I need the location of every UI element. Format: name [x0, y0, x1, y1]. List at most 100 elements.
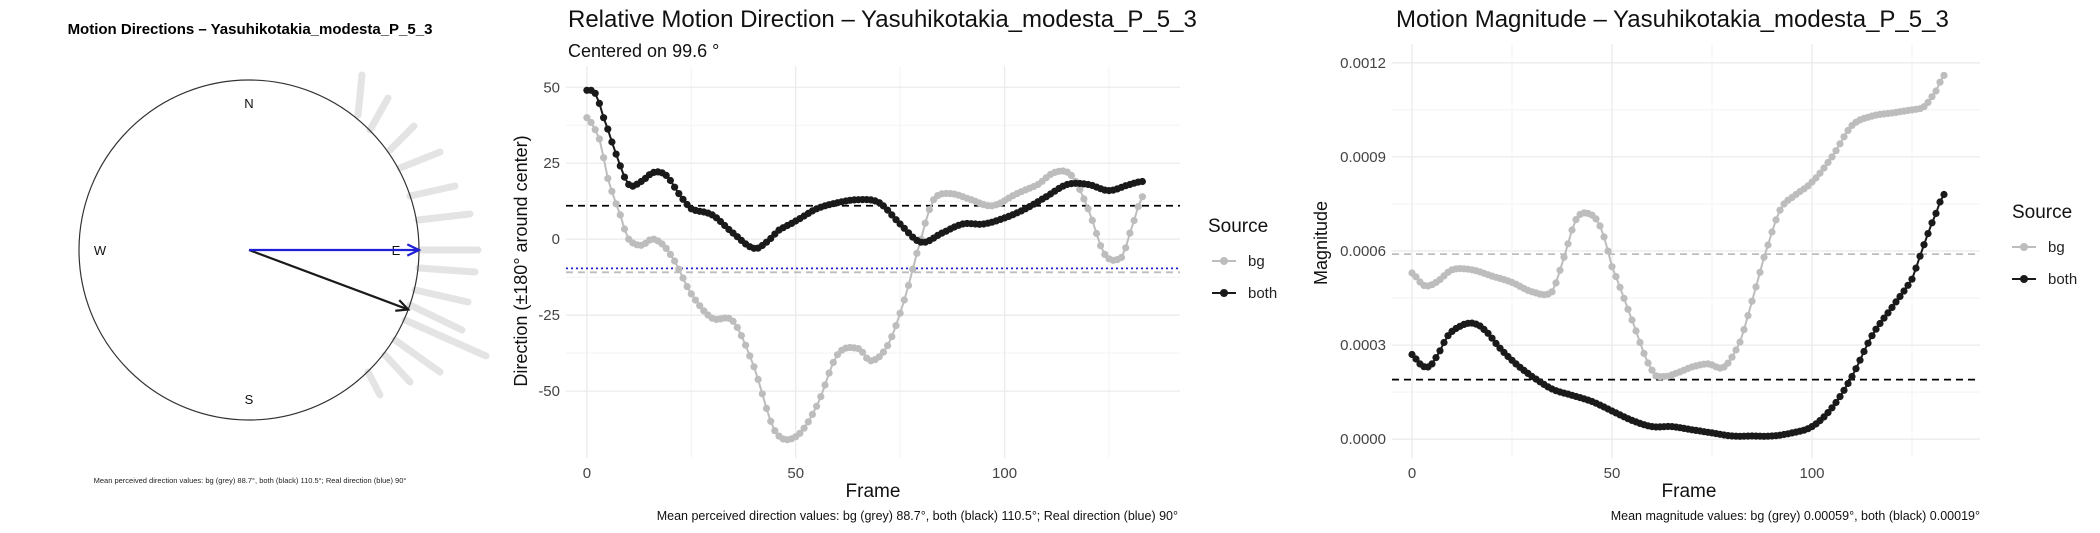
- magnitude-point-bg: [1764, 241, 1772, 249]
- direction-legend-label-both: both: [1248, 285, 1277, 302]
- magnitude-point-bg: [1820, 164, 1828, 172]
- direction-point-bg: [595, 135, 604, 143]
- direction-point-bg: [896, 309, 904, 317]
- direction-point-bg: [813, 402, 821, 410]
- magnitude-point-bg: [1772, 216, 1780, 224]
- magnitude-point-bg: [1564, 240, 1572, 248]
- direction-point-bg: [879, 348, 888, 356]
- direction-point-both: [591, 89, 599, 97]
- magnitude-caption: Mean magnitude values: bg (grey) 0.00059…: [1611, 509, 1980, 523]
- magnitude-y-tick-label: 0.0009: [1340, 149, 1386, 166]
- direction-point-bg: [1088, 216, 1096, 224]
- magnitude-point-bg: [1592, 215, 1600, 223]
- magnitude-point-bg: [1648, 366, 1656, 374]
- direction-point-bg: [683, 283, 691, 291]
- direction-point-bg: [884, 342, 892, 350]
- magnitude-point-bg: [1776, 206, 1784, 214]
- direction-point-bg: [767, 417, 775, 425]
- direction-point-bg: [600, 154, 608, 162]
- magnitude-point-bg: [1840, 133, 1848, 141]
- magnitude-point-both: [1412, 355, 1420, 363]
- direction-point-bg: [1080, 195, 1088, 203]
- magnitude-point-bg: [1624, 305, 1632, 313]
- magnitude-point-both: [1880, 314, 1888, 322]
- magnitude-point-bg: [1924, 98, 1932, 106]
- magnitude-point-both: [1432, 354, 1440, 362]
- compass-west-label: W: [94, 243, 107, 258]
- magnitude-point-bg: [1604, 247, 1612, 255]
- direction-point-bg: [608, 187, 616, 195]
- magnitude-point-bg: [1552, 279, 1560, 287]
- direction-point-both: [1138, 177, 1146, 186]
- magnitude-point-both: [1912, 264, 1920, 272]
- direction-y-axis-label: Direction (±180° around center): [511, 135, 531, 386]
- direction-legend-key-point-both: [1220, 289, 1228, 297]
- direction-point-bg: [1067, 171, 1075, 179]
- magnitude-point-both: [1940, 190, 1948, 199]
- magnitude-point-both: [1892, 298, 1900, 306]
- direction-point-bg: [679, 274, 687, 282]
- magnitude-point-both: [1924, 230, 1932, 238]
- direction-point-bg: [1097, 242, 1105, 250]
- compass-background-rays: [354, 71, 490, 399]
- direction-point-bg: [1130, 216, 1138, 225]
- direction-point-bg: [612, 200, 620, 208]
- magnitude-point-both: [1492, 339, 1500, 347]
- magnitude-point-both: [1908, 275, 1916, 283]
- direction-point-bg: [817, 393, 825, 401]
- magnitude-point-both: [1868, 332, 1876, 340]
- direction-point-bg: [591, 126, 599, 134]
- direction-point-both: [679, 195, 687, 203]
- magnitude-legend-key-point-both: [2020, 275, 2028, 283]
- direction-point-both: [671, 183, 679, 191]
- direction-point-bg: [821, 381, 829, 389]
- magnitude-point-bg: [1620, 294, 1628, 302]
- magnitude-legend-key-point-bg: [2020, 243, 2028, 251]
- magnitude-point-bg: [1936, 78, 1944, 86]
- magnitude-point-both: [1860, 347, 1868, 356]
- direction-x-tick-label: 100: [992, 465, 1017, 482]
- direction-point-both: [884, 206, 892, 214]
- compass-panel: Motion Directions – Yasuhikotakia_modest…: [68, 21, 490, 485]
- magnitude-point-bg: [1748, 297, 1756, 305]
- magnitude-series-line-both: [1411, 194, 1945, 438]
- magnitude-legend-title: Source: [2012, 202, 2072, 223]
- magnitude-point-bg: [1608, 263, 1616, 271]
- magnitude-x-axis-label: Frame: [1662, 481, 1717, 502]
- direction-point-both: [612, 150, 620, 158]
- magnitude-point-both: [1904, 281, 1912, 289]
- magnitude-point-bg: [1640, 349, 1648, 357]
- direction-point-bg: [604, 174, 612, 182]
- magnitude-point-both: [1896, 292, 1904, 301]
- magnitude-point-bg: [1728, 353, 1736, 361]
- direction-legend-label-bg: bg: [1248, 253, 1265, 270]
- direction-point-bg: [1117, 253, 1126, 261]
- direction-y-tick-label: 25: [543, 155, 560, 172]
- direction-point-bg: [750, 363, 758, 371]
- magnitude-point-bg: [1636, 338, 1644, 346]
- magnitude-point-both: [1872, 325, 1880, 333]
- direction-point-bg: [771, 427, 779, 435]
- direction-point-bg: [804, 418, 812, 426]
- direction-point-bg: [671, 257, 679, 265]
- magnitude-point-bg: [1600, 233, 1608, 241]
- magnitude-point-both: [1852, 365, 1860, 373]
- magnitude-point-bg: [1644, 359, 1652, 367]
- magnitude-legend: Source bg both: [2012, 202, 2077, 288]
- magnitude-point-bg: [1548, 288, 1556, 296]
- direction-point-bg: [875, 353, 883, 361]
- magnitude-point-bg: [1740, 326, 1748, 334]
- direction-point-bg: [796, 429, 804, 437]
- magnitude-point-bg: [1744, 312, 1752, 320]
- direction-point-bg: [913, 249, 921, 257]
- magnitude-point-bg: [1752, 283, 1760, 291]
- direction-point-bg: [1092, 229, 1101, 238]
- magnitude-point-both: [1920, 241, 1928, 249]
- magnitude-point-bg: [1568, 226, 1576, 234]
- direction-point-bg: [696, 302, 704, 310]
- magnitude-y-tick-label: 0.0000: [1340, 431, 1386, 448]
- direction-point-bg: [825, 369, 833, 377]
- compass-real-direction-arrow-head: [406, 243, 422, 257]
- direction-point-bg: [746, 352, 754, 360]
- magnitude-point-bg: [1616, 283, 1624, 291]
